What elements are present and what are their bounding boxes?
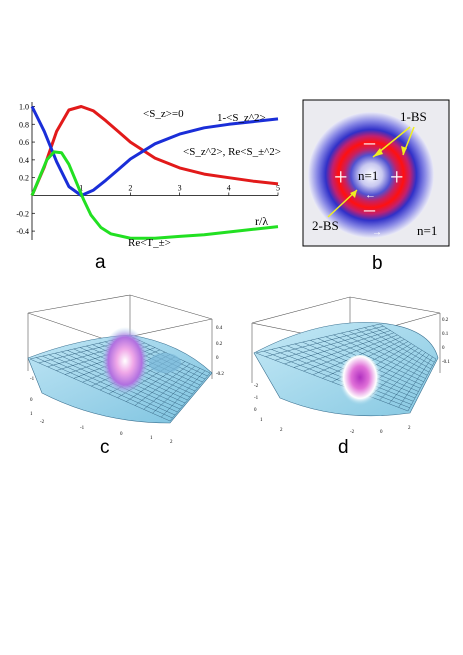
panel-letter-d: d xyxy=(338,437,349,458)
surface-tick-label: 0 xyxy=(30,398,33,403)
surface-tick-label: 0 xyxy=(120,432,123,437)
series-line-1 xyxy=(30,105,279,197)
corner-n1-label: n=1 xyxy=(417,223,437,238)
surface-c-peak xyxy=(101,327,149,395)
y-tick-label: 1.0 xyxy=(19,102,29,111)
chart-a-plot: 1.0 0.8 0.6 0.4 0.2 -0.2 -0.4 1 2 3 4 5 <S_z>=0 1-<… xyxy=(16,102,281,273)
arrowhead-1bs-b xyxy=(401,146,407,155)
mesh-line xyxy=(348,331,430,373)
series-line-3 xyxy=(30,150,279,240)
surface-tick-label: 0.4 xyxy=(216,326,223,331)
annotation-sz-zero: <S_z>=0 xyxy=(143,108,184,120)
panel-letter-c: c xyxy=(100,437,110,458)
surface-tick-label: -1 xyxy=(254,396,259,401)
panel-d: 0.2 0.1 0 -0.1 -2 -1 0 1 2 -2 0 2 d xyxy=(240,283,460,458)
surface-tick-label: -0.2 xyxy=(216,372,224,377)
x-tick-label: 5 xyxy=(276,183,280,192)
mesh-line xyxy=(364,327,433,366)
mesh-line xyxy=(388,354,430,404)
minus-bottom: – xyxy=(363,196,376,221)
arrow-right: → xyxy=(372,227,382,238)
x-tick-label: 3 xyxy=(178,183,182,192)
mesh-line xyxy=(134,363,191,406)
arrowhead-1bs-a xyxy=(373,148,383,157)
mesh-line xyxy=(356,329,431,369)
x-tick-label: 2 xyxy=(128,183,132,192)
mesh-line xyxy=(143,365,196,410)
mesh-line xyxy=(161,370,206,418)
mesh-line xyxy=(372,325,435,363)
surface-tick-label: -1 xyxy=(30,377,35,382)
x-tick-label: 4 xyxy=(227,183,231,192)
series-line-2 xyxy=(30,105,279,197)
y-tick-label: 0.2 xyxy=(19,174,29,183)
surface-tick-label: 1 xyxy=(150,436,153,441)
mesh-line xyxy=(341,332,428,376)
arrow-left: ← xyxy=(365,189,376,201)
surface-tick-label: 0 xyxy=(380,430,383,435)
surface-tick-label: 2 xyxy=(170,440,173,445)
surface-tick-label: -2 xyxy=(254,384,259,389)
arrowhead-2bs xyxy=(350,190,357,198)
center-n1-label: n=1 xyxy=(358,168,378,183)
label-1bs: 1-BS xyxy=(400,109,427,124)
mesh-line xyxy=(379,323,437,360)
mesh-line xyxy=(325,336,424,382)
mesh-line xyxy=(407,358,437,412)
surface-tick-label: 0.2 xyxy=(216,342,223,347)
surface-c-dip xyxy=(149,353,181,373)
plus-right: + xyxy=(390,165,404,191)
mesh-line xyxy=(333,334,426,379)
panel-c: 0.4 0.2 0 -0.2 -1 0 1 -2 -1 0 1 2 c xyxy=(20,283,240,458)
plus-left: + xyxy=(334,165,348,191)
surface-tick-label: 1 xyxy=(30,412,33,417)
y-tick-label: 0.6 xyxy=(19,138,29,147)
mesh-line xyxy=(152,368,201,414)
panel-letter-a: a xyxy=(95,252,106,270)
minus-top: – xyxy=(363,129,376,154)
mesh-line xyxy=(169,372,211,422)
surface-d-dip xyxy=(338,355,382,411)
mesh-line xyxy=(398,356,433,408)
y-tick-label: -0.4 xyxy=(16,227,29,236)
surface-tick-label: -2 xyxy=(40,420,45,425)
annotation-re-t: Re<T_±> xyxy=(128,237,171,249)
surface-tick-label: 0 xyxy=(442,346,445,351)
surface-tick-label: 0.1 xyxy=(442,332,449,337)
mesh-line xyxy=(379,352,426,401)
y-tick-label: -0.2 xyxy=(16,209,29,218)
surface-tick-label: -1 xyxy=(80,426,85,431)
panel-a: 1.0 0.8 0.6 0.4 0.2 -0.2 -0.4 1 2 3 4 5 <S_z>=0 1-<… xyxy=(0,90,300,273)
annotation-sz2-re: <S_z^2>, Re<S_±^2> xyxy=(183,146,281,158)
surface-tick-label: 2 xyxy=(408,426,411,431)
surface-tick-label: 0.2 xyxy=(442,318,449,323)
surface-tick-label: -0.1 xyxy=(442,360,450,365)
surface-tick-label: 1 xyxy=(260,418,263,423)
surface-tick-label: 2 xyxy=(280,428,283,433)
surface-tick-label: -2 xyxy=(350,430,355,435)
surface-tick-label: 0 xyxy=(254,408,257,413)
panel-letter-b: b xyxy=(372,253,383,274)
x-tick-label: 1 xyxy=(79,183,83,192)
x-axis-label: r/λ xyxy=(255,214,268,228)
annotation-one-minus-sz2: 1-<S_z^2> xyxy=(217,112,266,124)
y-tick-label: 0.8 xyxy=(19,120,29,129)
surface-c-box xyxy=(27,294,213,379)
surface-tick-label: 0 xyxy=(216,356,219,361)
y-tick-label: 0.4 xyxy=(19,156,29,165)
label-2bs: 2-BS xyxy=(312,218,339,233)
panel-b: n=1 + + – – ← → 1-BS 2-BS n=1 b xyxy=(300,97,463,277)
